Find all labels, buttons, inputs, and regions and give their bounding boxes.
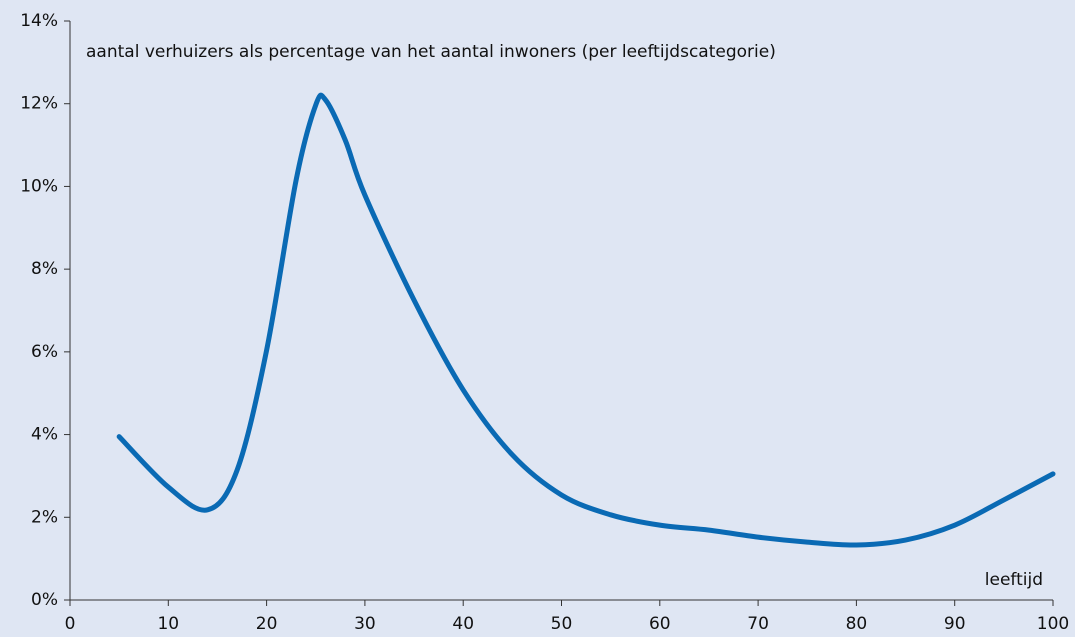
- x-tick-label: 70: [747, 614, 769, 634]
- y-tick-label: 2%: [31, 507, 58, 527]
- x-tick-label: 40: [452, 614, 474, 634]
- y-tick-label: 12%: [20, 94, 58, 114]
- x-tick-label: 50: [551, 614, 573, 634]
- x-tick-label: 0: [65, 614, 76, 634]
- x-tick-label: 20: [256, 614, 278, 634]
- x-tick-label: 10: [157, 614, 179, 634]
- y-tick-label: 0%: [31, 590, 58, 610]
- y-tick-label: 14%: [20, 11, 58, 31]
- y-tick-label: 4%: [31, 425, 58, 445]
- x-tick-label: 90: [944, 614, 966, 634]
- y-tick-label: 6%: [31, 342, 58, 362]
- x-tick-label: 100: [1037, 614, 1069, 634]
- x-tick-label: 60: [649, 614, 671, 634]
- line: [116, 92, 1056, 548]
- x-axis-label: leeftijd: [985, 570, 1043, 590]
- x-tick-label: 80: [846, 614, 868, 634]
- x-tick-label: 30: [354, 614, 376, 634]
- annotation: aantal verhuizers als percentage van het…: [86, 42, 776, 62]
- y-tick-label: 10%: [20, 176, 58, 196]
- y-tick-label: 8%: [31, 259, 58, 279]
